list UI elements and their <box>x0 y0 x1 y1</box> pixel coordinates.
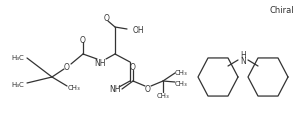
Text: Chiral: Chiral <box>270 5 294 14</box>
Text: OH: OH <box>133 25 145 34</box>
Text: O: O <box>64 63 70 72</box>
Text: H₃C: H₃C <box>12 81 24 87</box>
Text: O: O <box>130 63 136 72</box>
Text: NH: NH <box>94 58 106 67</box>
Text: CH₃: CH₃ <box>68 84 81 90</box>
Text: O: O <box>145 85 151 94</box>
Text: O: O <box>104 13 110 22</box>
Text: CH₃: CH₃ <box>157 92 169 98</box>
Text: NH: NH <box>109 85 121 94</box>
Text: CH₃: CH₃ <box>175 69 188 75</box>
Text: H: H <box>240 50 246 59</box>
Text: H₃C: H₃C <box>12 54 24 60</box>
Text: O: O <box>80 35 86 44</box>
Text: N: N <box>240 56 246 65</box>
Text: CH₃: CH₃ <box>175 80 188 86</box>
